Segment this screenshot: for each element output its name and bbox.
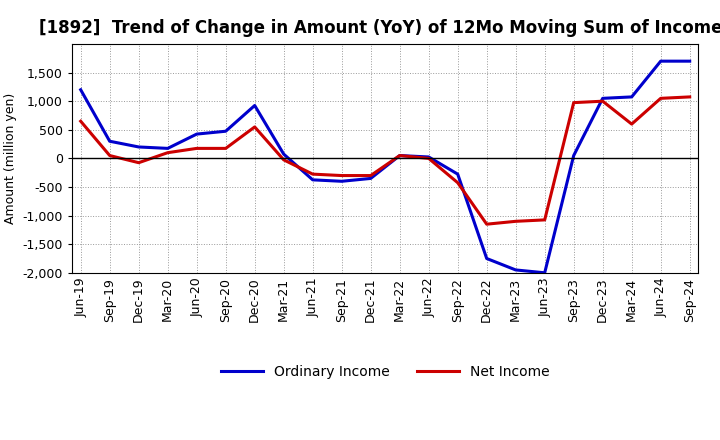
Net Income	[192, 146, 201, 151]
Ordinary Income	[424, 154, 433, 160]
Net Income	[424, 156, 433, 161]
Net Income	[105, 153, 114, 158]
Ordinary Income	[570, 153, 578, 158]
Ordinary Income	[221, 128, 230, 134]
Ordinary Income	[76, 87, 85, 92]
Net Income	[627, 121, 636, 127]
Ordinary Income	[482, 256, 491, 261]
Net Income	[366, 173, 375, 178]
Net Income	[251, 124, 259, 129]
Ordinary Income	[105, 139, 114, 144]
Ordinary Income	[338, 179, 346, 184]
Ordinary Income	[598, 96, 607, 101]
Net Income	[657, 96, 665, 101]
Ordinary Income	[627, 94, 636, 99]
Net Income	[135, 160, 143, 165]
Ordinary Income	[395, 153, 404, 158]
Net Income	[279, 157, 288, 162]
Y-axis label: Amount (million yen): Amount (million yen)	[4, 93, 17, 224]
Line: Ordinary Income: Ordinary Income	[81, 61, 690, 273]
Ordinary Income	[657, 59, 665, 64]
Ordinary Income	[511, 267, 520, 272]
Ordinary Income	[454, 172, 462, 177]
Ordinary Income	[192, 132, 201, 137]
Net Income	[482, 222, 491, 227]
Line: Net Income: Net Income	[81, 97, 690, 224]
Ordinary Income	[135, 144, 143, 150]
Ordinary Income	[308, 177, 317, 183]
Net Income	[511, 219, 520, 224]
Ordinary Income	[163, 146, 172, 151]
Net Income	[541, 217, 549, 223]
Ordinary Income	[366, 176, 375, 181]
Net Income	[598, 99, 607, 104]
Legend: Ordinary Income, Net Income: Ordinary Income, Net Income	[215, 360, 555, 385]
Net Income	[76, 118, 85, 124]
Net Income	[685, 94, 694, 99]
Ordinary Income	[279, 151, 288, 157]
Net Income	[570, 100, 578, 105]
Net Income	[454, 180, 462, 185]
Net Income	[308, 172, 317, 177]
Ordinary Income	[251, 103, 259, 108]
Net Income	[395, 153, 404, 158]
Ordinary Income	[541, 270, 549, 275]
Title: [1892]  Trend of Change in Amount (YoY) of 12Mo Moving Sum of Incomes: [1892] Trend of Change in Amount (YoY) o…	[38, 19, 720, 37]
Net Income	[221, 146, 230, 151]
Net Income	[338, 173, 346, 178]
Ordinary Income	[685, 59, 694, 64]
Net Income	[163, 150, 172, 155]
